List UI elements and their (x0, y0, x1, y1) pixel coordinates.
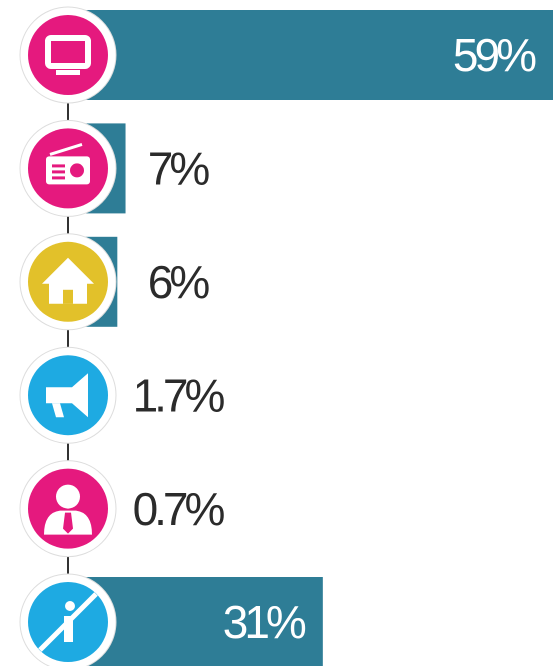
icon-part (52, 170, 65, 174)
icon (19, 346, 117, 444)
icon-part (63, 512, 73, 534)
value-label: 7% (148, 143, 210, 195)
icon (19, 119, 117, 217)
icon-part (52, 403, 64, 418)
icon-part (56, 70, 80, 75)
icon-part (70, 163, 84, 178)
icon-part (56, 484, 80, 509)
icon-part (38, 592, 98, 652)
icon-part (64, 616, 73, 642)
icon-part (65, 601, 75, 611)
icon-disc (28, 15, 108, 95)
bar (68, 10, 553, 100)
icon (19, 233, 117, 331)
value-label: 59% (453, 29, 536, 81)
icon (19, 460, 117, 558)
icon-part (42, 257, 94, 304)
icon (19, 573, 117, 666)
value-label: 6% (148, 256, 210, 308)
icon-part (46, 373, 88, 418)
value-label: 31% (223, 596, 306, 648)
value-label: 1.7% (133, 369, 225, 421)
icon-part (45, 35, 91, 69)
value-label: 0.7% (133, 483, 225, 535)
icon-part (52, 164, 65, 168)
icon-part (52, 176, 65, 180)
icon (19, 6, 117, 104)
icon-part (49, 142, 83, 156)
icon-part (63, 289, 73, 304)
